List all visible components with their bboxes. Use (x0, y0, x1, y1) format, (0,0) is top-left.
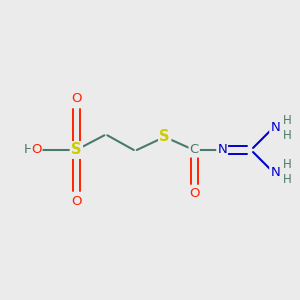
Text: O: O (71, 195, 82, 208)
Text: O: O (71, 92, 82, 105)
Text: N: N (217, 143, 227, 157)
Text: S: S (71, 142, 82, 158)
Text: H: H (283, 129, 292, 142)
Text: H: H (283, 158, 292, 171)
Text: N: N (270, 122, 280, 134)
Text: C: C (190, 143, 199, 157)
Text: H: H (283, 114, 292, 127)
Text: N: N (270, 166, 280, 178)
Text: O: O (189, 188, 200, 200)
Text: H: H (283, 173, 292, 186)
Text: S: S (160, 129, 170, 144)
Text: O: O (32, 143, 42, 157)
Text: H: H (24, 143, 34, 157)
